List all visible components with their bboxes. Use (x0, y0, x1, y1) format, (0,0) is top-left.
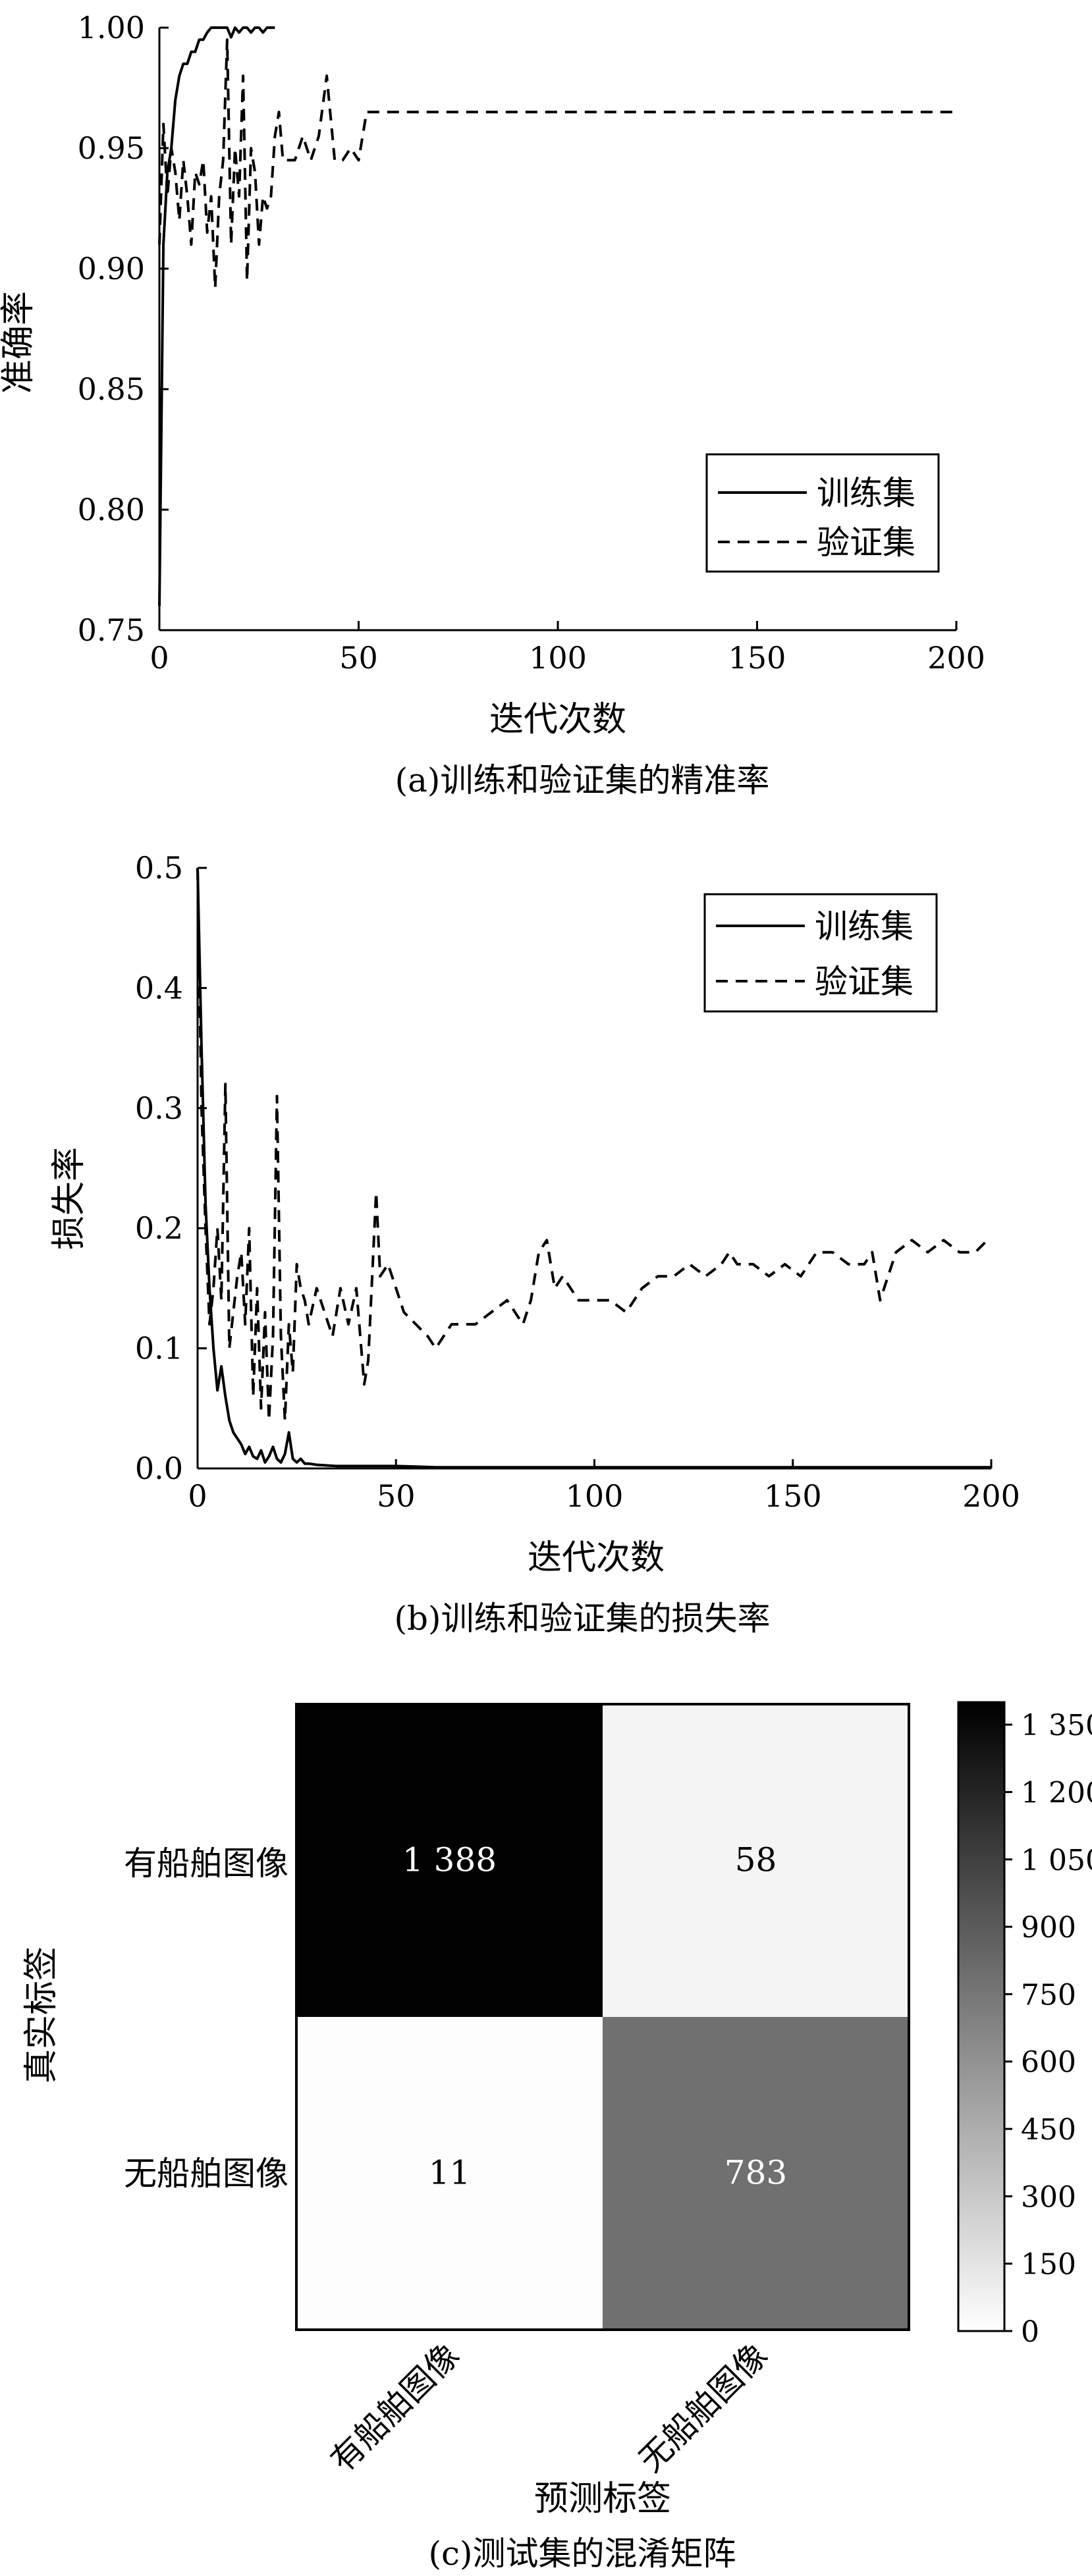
x-tick-label: 50 (339, 640, 378, 676)
x-tick-label: 200 (927, 640, 985, 676)
y-tick-label: 0.80 (78, 492, 145, 527)
confusion-cell (603, 2017, 909, 2330)
colorbar-tick-label: 600 (1021, 2046, 1076, 2080)
x-tick-label: 150 (764, 1478, 822, 1514)
confusion-y-axis-label: 真实标签 (22, 1946, 61, 2083)
accuracy-legend-val-label: 验证集 (817, 523, 915, 562)
accuracy-legend-box (705, 453, 940, 573)
loss-legend-val-label: 验证集 (815, 963, 914, 1001)
accuracy-y-axis-label: 准确率 (0, 291, 38, 394)
confusion-cell (296, 2017, 603, 2330)
train-series-line (158, 26, 275, 606)
loss-chart: 损失率 0 50 100 150 200 0.0 0.1 0.2 0.3 0.4 0.5 训练集 验… (49, 850, 1020, 1638)
confusion-caption: (c)测试集的混淆矩阵 (428, 2535, 736, 2573)
colorbar-ticks: 0 150 300 450 600 750 900 1 050 1 200 1 350 (1004, 1709, 1092, 2349)
loss-legend-box (703, 893, 938, 1013)
train-series-line (196, 867, 991, 1469)
confusion-frame (295, 1703, 910, 2331)
loss-series (196, 867, 991, 1469)
confusion-cell (603, 1704, 909, 2017)
colorbar-tick-label: 450 (1021, 2113, 1076, 2147)
y-tick-label: 0.75 (78, 612, 145, 648)
y-tick-label: 0.90 (78, 251, 145, 286)
accuracy-legend: 训练集 验证集 (705, 453, 940, 573)
confusion-col-label-0: 有船舶图像 (323, 2336, 467, 2479)
confusion-cell-value: 783 (724, 2154, 787, 2192)
confusion-cell-value: 1 388 (402, 1841, 497, 1879)
x-tick-label: 100 (566, 1478, 624, 1514)
loss-x-axis-label: 迭代次数 (528, 1538, 665, 1578)
confusion-x-axis-label: 预测标签 (534, 2479, 671, 2519)
accuracy-ticks: 0 50 100 150 200 0.75 0.80 0.85 0.90 0.95 1.00 (78, 10, 985, 676)
colorbar-tick-label: 150 (1021, 2248, 1076, 2282)
loss-caption: (b)训练和验证集的损失率 (394, 1599, 770, 1638)
accuracy-series (158, 26, 956, 606)
loss-ticks: 0 50 100 150 200 0.0 0.1 0.2 0.3 0.4 0.5 (135, 850, 1020, 1514)
confusion-cell-value: 11 (429, 2154, 471, 2192)
x-tick-label: 100 (529, 640, 587, 676)
y-tick-label: 0.95 (78, 130, 145, 166)
confusion-row-label-0: 有船舶图像 (124, 1844, 288, 1883)
confusion-row-label-1: 无船舶图像 (124, 2155, 288, 2193)
loss-legend-train-label: 训练集 (815, 907, 914, 946)
validation-series-line (196, 867, 989, 1422)
confusion-cell-value: 58 (735, 1841, 777, 1879)
confusion-col-label-1: 无船舶图像 (632, 2336, 775, 2479)
y-tick-label: 1.00 (78, 10, 145, 45)
y-tick-label: 0.5 (135, 850, 183, 886)
y-tick-label: 0.3 (135, 1090, 183, 1126)
colorbar-tick-label: 900 (1021, 1911, 1076, 1945)
accuracy-caption: (a)训练和验证集的精准率 (395, 761, 770, 799)
x-tick-label: 0 (188, 1478, 207, 1514)
colorbar-tick-label: 1 350 (1021, 1709, 1092, 1742)
colorbar-tick-label: 300 (1021, 2180, 1076, 2214)
x-tick-label: 0 (150, 640, 169, 676)
validation-series-line (158, 38, 956, 290)
accuracy-legend-train-label: 训练集 (817, 474, 915, 512)
y-tick-label: 0.1 (135, 1331, 183, 1366)
accuracy-x-axis-label: 迭代次数 (489, 700, 626, 739)
colorbar-tick-label: 1 050 (1021, 1844, 1092, 1877)
loss-legend: 训练集 验证集 (703, 893, 938, 1013)
colorbar: 0 150 300 450 600 750 900 1 050 1 200 1 350 (957, 1701, 1092, 2349)
y-tick-label: 0.4 (135, 970, 183, 1006)
x-tick-label: 150 (728, 640, 786, 676)
y-tick-label: 0.0 (135, 1451, 183, 1486)
y-tick-label: 0.85 (78, 371, 145, 407)
confusion-matrix: 1 388 58 11 783 有船舶图像 无船舶图像 真实标签 有船舶图像 无船舶图… (22, 1701, 1092, 2573)
accuracy-chart: 准确率 0 50 100 150 200 0.75 0.80 0.85 0.90 0.95 1.00… (0, 10, 985, 799)
x-tick-label: 50 (377, 1478, 416, 1514)
confusion-cells: 1 388 58 11 783 (296, 1704, 909, 2330)
colorbar-tick-label: 1 200 (1021, 1776, 1092, 1810)
x-tick-label: 200 (962, 1478, 1020, 1514)
loss-y-axis-label: 损失率 (49, 1147, 89, 1250)
colorbar-gradient (957, 1701, 1006, 2332)
colorbar-tick-label: 750 (1021, 1978, 1076, 2012)
colorbar-tick-label: 0 (1021, 2315, 1039, 2349)
confusion-cell (296, 1704, 603, 2017)
y-tick-label: 0.2 (135, 1210, 183, 1246)
